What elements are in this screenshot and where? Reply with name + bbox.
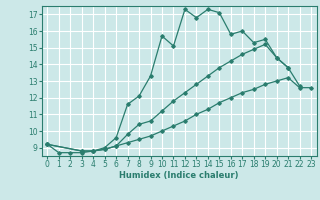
X-axis label: Humidex (Indice chaleur): Humidex (Indice chaleur) bbox=[119, 171, 239, 180]
